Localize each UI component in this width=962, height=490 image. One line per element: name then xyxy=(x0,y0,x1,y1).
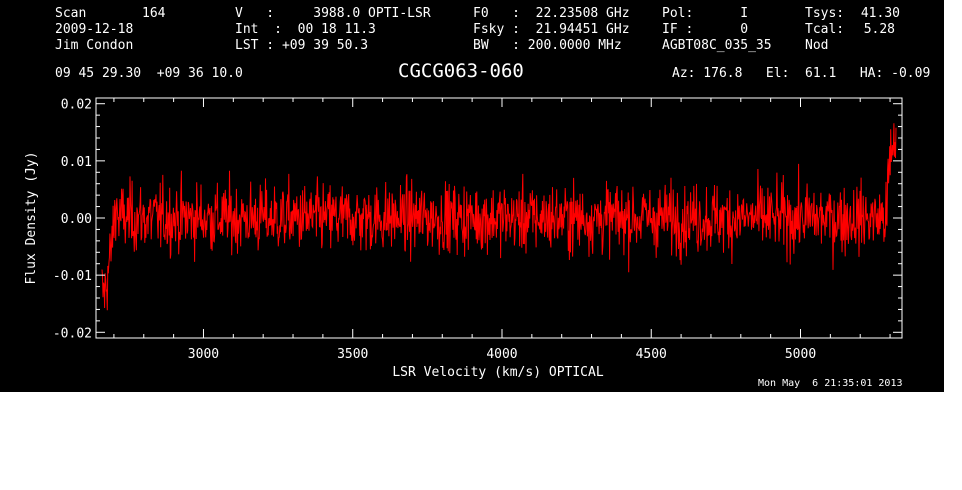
if-line: IF : 0 xyxy=(662,22,749,37)
y-tick-label: 0.01 xyxy=(61,155,92,170)
tcal-label: Tcal: xyxy=(805,22,845,37)
y-tick-label: -0.02 xyxy=(53,326,92,341)
az-el-ha-line: Az: 176.8 El: 61.1 HA: -0.09 xyxy=(672,66,931,81)
polarization-line: Pol: I xyxy=(662,6,749,21)
x-tick-label: 5000 xyxy=(785,347,816,362)
tcal-value: 5.28 xyxy=(863,22,895,37)
observing-mode: Nod xyxy=(805,38,829,53)
y-tick-label: 0.00 xyxy=(61,212,92,227)
bandwidth-line: BW : 200.0000 MHz xyxy=(473,38,622,53)
spectrum-trace xyxy=(101,123,897,311)
y-tick-label: 0.02 xyxy=(61,98,92,113)
velocity-line: V : 3988.0 OPTI-LSR xyxy=(235,6,431,21)
project-id: AGBT08C_035_35 xyxy=(662,38,772,53)
y-tick-label: -0.01 xyxy=(53,269,92,284)
spectrum-panel: Scan 164 2009-12-18 Jim Condon V : 3988.… xyxy=(0,0,944,392)
trace-layer xyxy=(101,123,897,311)
x-axis-label: LSR Velocity (km/s) OPTICAL xyxy=(392,365,603,380)
observation-date: 2009-12-18 xyxy=(55,22,134,37)
plot-timestamp: Mon May 6 21:35:01 2013 xyxy=(758,378,903,389)
x-tick-label: 4000 xyxy=(486,347,517,362)
source-name: CGCG063-060 xyxy=(398,60,524,82)
y-axis-label: Flux Density (Jy) xyxy=(24,151,39,284)
axis-layer: 3000 3500 4000 4500 5000 -0.02 -0.01 0.00 0.01 0.… xyxy=(53,98,902,362)
sky-frequency-line: Fsky : 21.94451 GHz xyxy=(473,22,630,37)
x-tick-label: 3500 xyxy=(337,347,368,362)
source-coordinates: 09 45 29.30 +09 36 10.0 xyxy=(55,66,243,81)
x-tick-label: 4500 xyxy=(636,347,667,362)
scan-number: 164 xyxy=(142,6,166,21)
tsys-value: 41.30 xyxy=(860,6,900,21)
spectrum-chart: 3000 3500 4000 4500 5000 -0.02 -0.01 0.00 0.01 0.… xyxy=(24,97,903,380)
lst-line: LST : +09 39 50.3 xyxy=(235,38,369,53)
integration-line: Int : 00 18 11.3 xyxy=(235,22,376,37)
x-tick-label: 3000 xyxy=(188,347,219,362)
scan-label: Scan xyxy=(55,6,87,21)
rest-frequency-line: F0 : 22.23508 GHz xyxy=(473,6,630,21)
observer-name: Jim Condon xyxy=(55,38,134,53)
tsys-label: Tsys: xyxy=(805,6,845,21)
